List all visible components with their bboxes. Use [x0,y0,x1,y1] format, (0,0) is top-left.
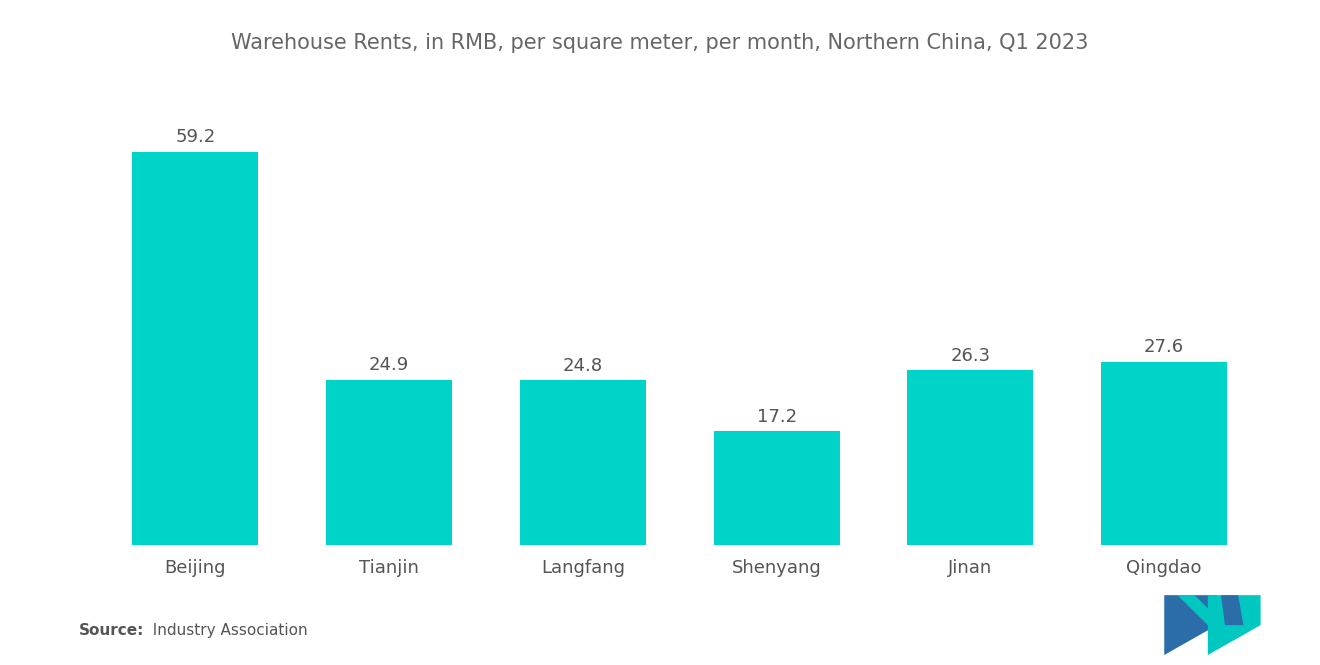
Bar [132,152,259,545]
Text: 27.6: 27.6 [1144,338,1184,356]
Text: 24.8: 24.8 [562,357,603,375]
Bar [1101,362,1228,545]
Polygon shape [1177,595,1225,625]
Text: Industry Association: Industry Association [143,623,308,638]
Text: 17.2: 17.2 [756,408,797,426]
Text: Source:: Source: [79,623,145,638]
Bar [907,370,1034,545]
Bar [714,431,840,545]
Text: 24.9: 24.9 [370,356,409,374]
Text: Warehouse Rents, in RMB, per square meter, per month, Northern China, Q1 2023: Warehouse Rents, in RMB, per square mete… [231,33,1089,53]
Text: 26.3: 26.3 [950,347,990,365]
Bar [326,380,453,545]
Bar [520,380,645,545]
Polygon shape [1221,595,1243,625]
Polygon shape [1164,595,1217,655]
Polygon shape [1208,595,1261,655]
Text: 59.2: 59.2 [176,128,215,146]
